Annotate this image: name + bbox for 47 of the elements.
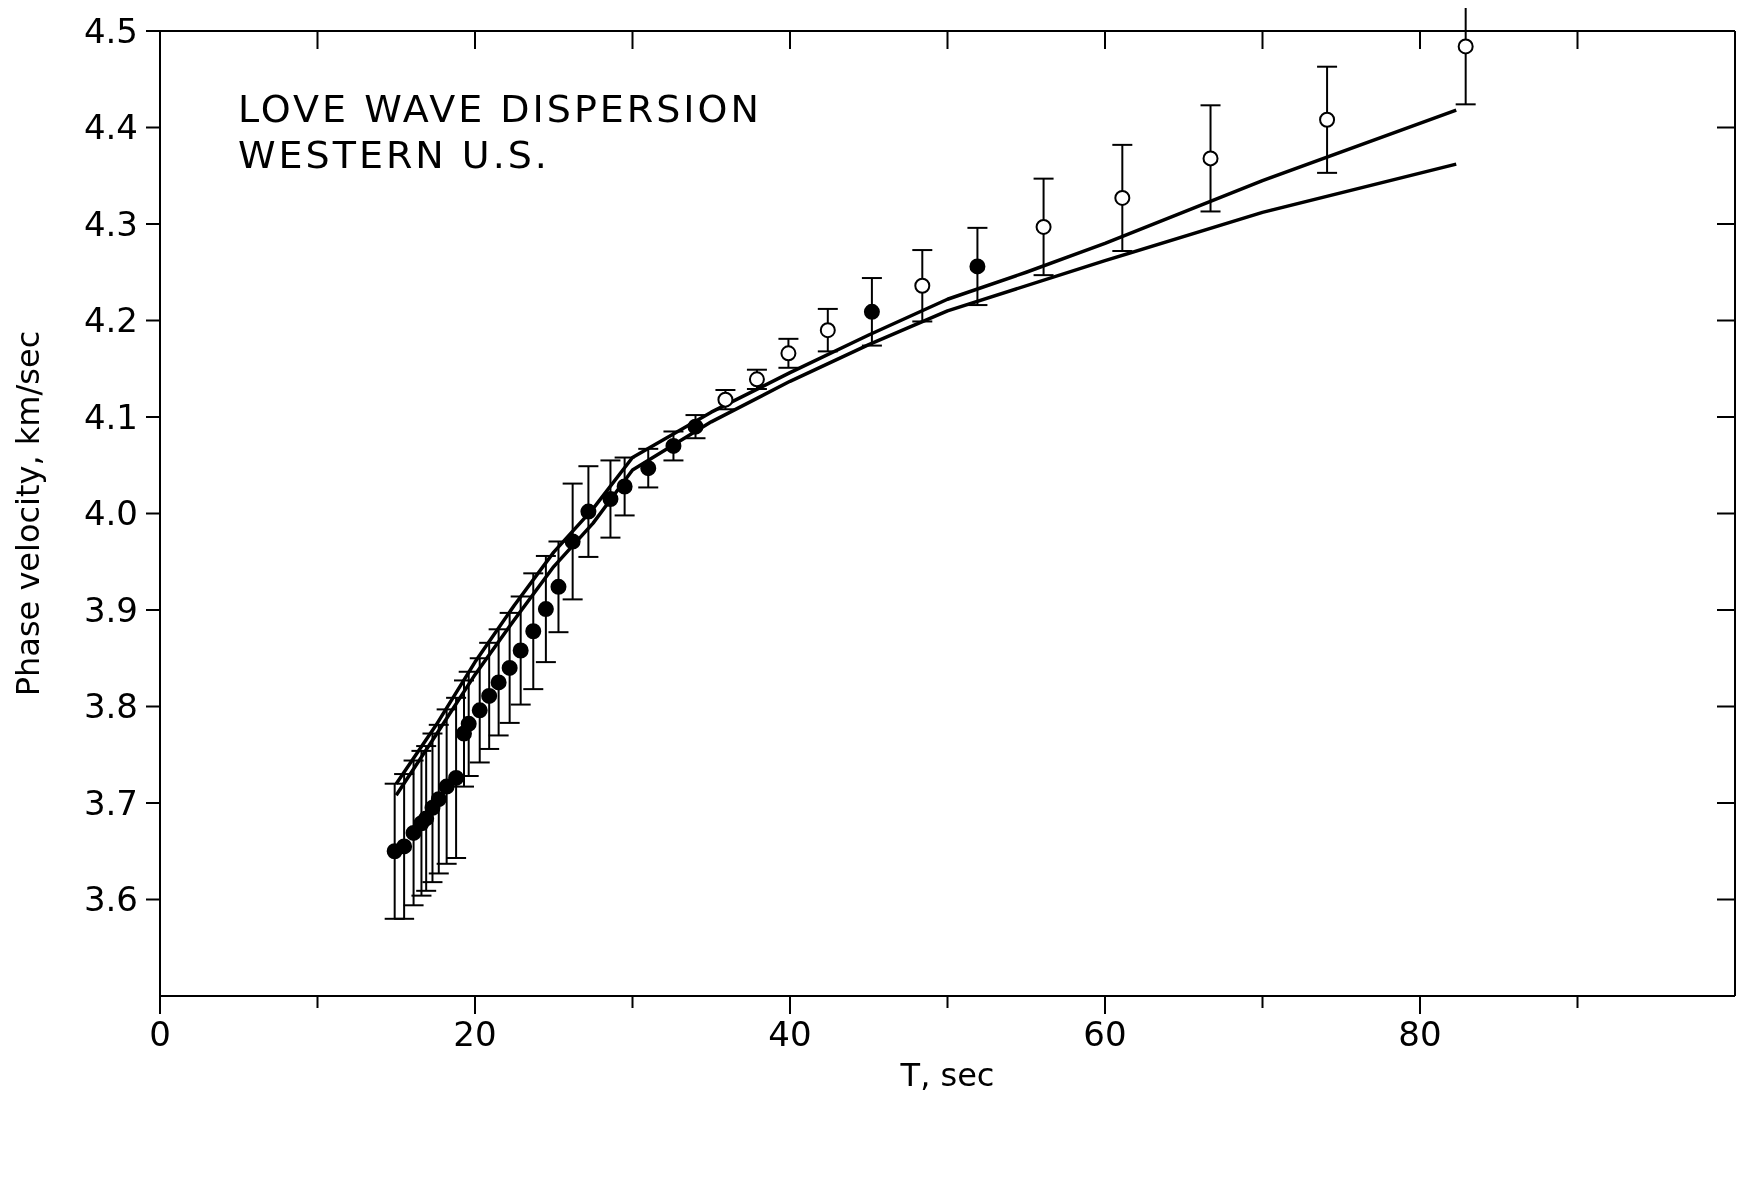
point	[1035, 218, 1052, 235]
point	[550, 578, 567, 595]
point	[448, 769, 465, 786]
point	[490, 674, 507, 691]
point	[1319, 111, 1336, 128]
y-tick-label: 3.9	[83, 589, 138, 630]
point	[564, 533, 581, 550]
point	[512, 642, 529, 659]
point	[665, 437, 682, 454]
point	[1202, 150, 1219, 167]
point	[780, 345, 797, 362]
y-tick-label: 4.2	[83, 300, 138, 341]
point	[580, 503, 597, 520]
point	[602, 491, 619, 508]
point	[1114, 189, 1131, 206]
y-tick-label: 4.3	[83, 203, 138, 244]
point	[863, 303, 880, 320]
point	[969, 258, 986, 275]
point	[460, 715, 477, 732]
text: LOVE WAVE DISPERSION WESTERN U.S.	[238, 86, 762, 178]
x-tick-label: 60	[1083, 1014, 1127, 1054]
x-tick-label: 80	[1398, 1014, 1442, 1054]
text: 4.0	[83, 493, 138, 534]
point	[525, 623, 542, 640]
point	[396, 838, 413, 855]
point	[640, 460, 657, 477]
y-tick-label: 4.5	[83, 10, 138, 51]
point	[914, 277, 931, 294]
x-tick-label: 20	[453, 1014, 497, 1054]
point	[1457, 38, 1474, 55]
point	[687, 418, 704, 435]
x-axis-title: T, sec	[899, 1056, 995, 1094]
x-tick-label: 40	[768, 1014, 812, 1054]
point	[481, 687, 498, 704]
y-tick-label: 4.4	[83, 107, 138, 148]
point	[430, 791, 447, 808]
y-tick-label: 3.8	[83, 686, 138, 727]
point	[501, 659, 518, 676]
y-tick-label: 3.6	[83, 879, 138, 920]
y-tick-label: 3.7	[83, 782, 138, 823]
y-tick-label: 4.1	[83, 396, 138, 437]
x-tick-label: 0	[149, 1014, 171, 1054]
point	[616, 478, 633, 495]
point	[471, 702, 488, 719]
y-axis-title: Phase velocity, km/sec	[9, 330, 48, 697]
point	[537, 601, 554, 618]
point	[819, 322, 836, 339]
